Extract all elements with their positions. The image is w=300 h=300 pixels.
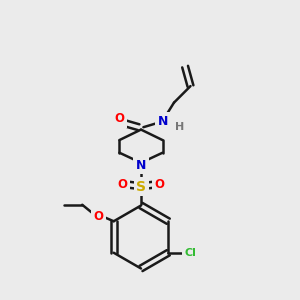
Text: O: O	[154, 178, 165, 191]
Text: N: N	[158, 115, 168, 128]
Text: N: N	[136, 159, 146, 172]
Text: S: S	[136, 180, 146, 194]
Text: O: O	[117, 178, 128, 191]
Text: O: O	[114, 112, 124, 125]
Text: O: O	[94, 210, 104, 223]
Text: H: H	[175, 122, 184, 132]
Text: Cl: Cl	[185, 248, 197, 258]
